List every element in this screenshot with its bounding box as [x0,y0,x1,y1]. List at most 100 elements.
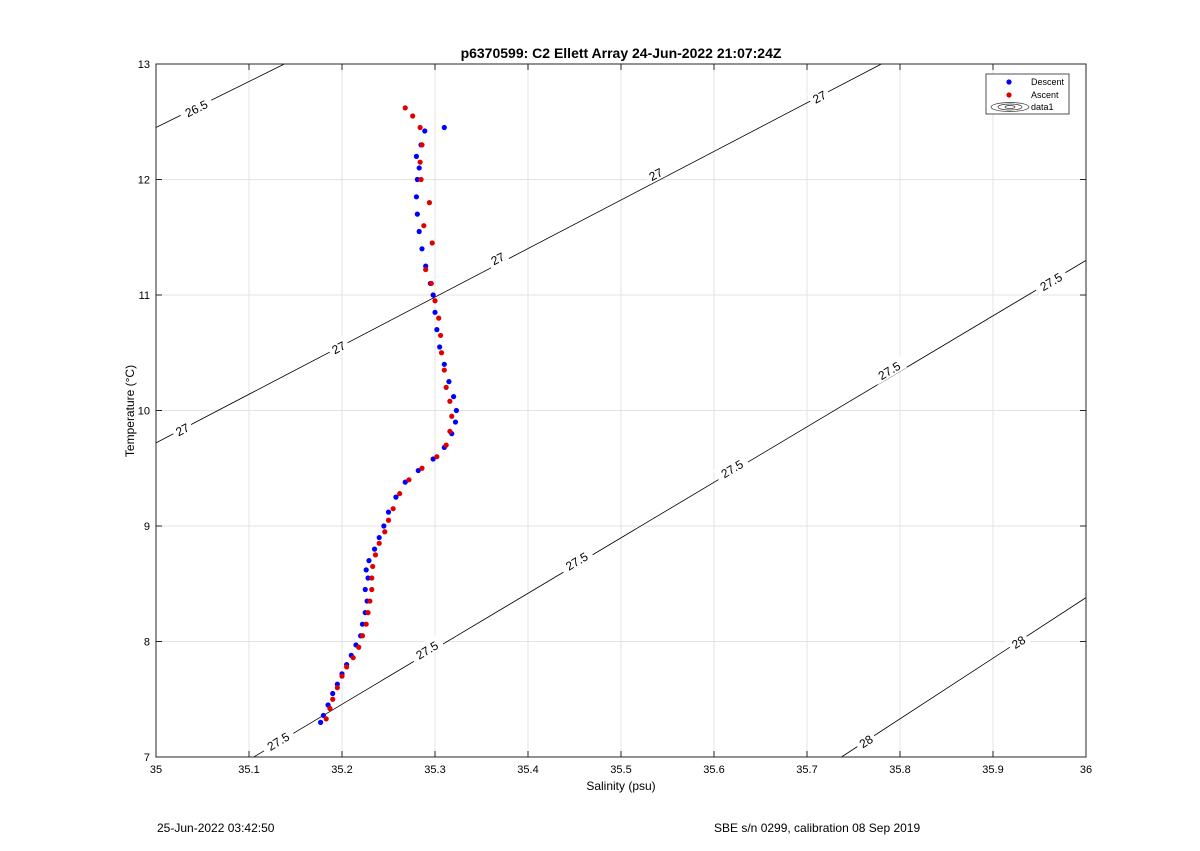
ascent-point [428,280,434,287]
isopycnal-label-bg [484,246,510,269]
ascent-point [449,413,455,419]
ascent-point [356,644,362,650]
ascent-point [330,696,336,702]
ascent-point [390,506,396,512]
isopycnal-label-text: 27 [330,338,349,357]
isopycnal-label-bg [557,545,595,576]
isopycnal-label-text: 27 [173,420,192,439]
y-tick-label: 10 [138,406,150,418]
x-tick-label: 35.1 [238,764,259,776]
isopycnal-label-bg [1005,629,1031,653]
isopycnal-label: 27 [325,335,351,358]
ascent-point [385,517,392,523]
isopycnal-label-bg [169,417,195,440]
ascent-point [436,315,442,321]
footer-calibration: SBE s/n 0299, calibration 08 Sep 2019 [714,821,921,835]
isopycnal-label: 27.5 [870,354,908,385]
isopycnal-label-text: 27 [810,88,829,107]
ascent-point [417,124,423,131]
ascent-point [365,610,371,616]
ascent-point [369,575,375,581]
descent-point [441,361,447,367]
legend-ascent-marker [1006,92,1012,98]
ascent-point [441,367,447,373]
x-tick-label: 35.3 [424,764,445,776]
ascent-point [382,529,388,535]
descent-point [434,327,440,333]
isopycnal-label-bg [325,335,351,358]
x-tick-label: 35.9 [982,764,1003,776]
x-tick-label: 35.8 [889,764,910,776]
y-tick-label: 12 [138,175,150,187]
descent-point [416,228,422,235]
isopycnal-line [841,597,1087,758]
ascent-point [426,200,433,206]
ascent-point [447,398,453,404]
ascent-point [418,176,424,183]
ascent-point [443,442,449,448]
axis-ticks: 35 35.1 35.2 35.3 35.4 35.5 35.6 35.7 35.8 35.9 36… [138,59,1092,776]
descent-point [371,546,378,552]
x-tick-label: 35.4 [517,764,538,776]
ascent-point [372,552,379,558]
ascent-point [402,105,408,111]
descent-point [415,467,421,474]
ascent-point [344,664,350,670]
isopycnal-label-bg [806,84,832,108]
descent-point [419,246,425,252]
descent-point [422,128,428,134]
ascent-point [363,621,369,627]
isopycnal-label-text: 27 [489,249,508,268]
isopycnal-label-text: 27 [647,165,666,184]
descent-point [414,211,420,217]
descent-point [430,456,436,462]
legend-box [985,73,1070,115]
isopycnal-line [253,260,1087,758]
descent-point [414,176,420,183]
isopycnal-label-bg [852,728,878,753]
descent-point [432,309,438,315]
isopycnal-label-bg [712,452,750,483]
y-tick-label: 7 [144,752,150,764]
descent-point [363,567,369,573]
chart-title: p6370599: C2 Ellett Array 24-Jun-2022 21… [461,45,782,61]
isopycnal-label-bg [259,725,297,756]
ascent-point [359,633,366,639]
descent-point [366,558,372,564]
ascent-point [327,705,333,712]
isopycnal-label: 27.5 [407,634,445,665]
descent-point [441,124,447,131]
legend-data1-label: data1 [1031,102,1054,112]
footer-timestamp: 25-Jun-2022 03:42:50 [157,821,275,835]
legend: Descent Ascent data1 [985,73,1070,115]
isopycnal-contours: 26.5 27 27 27 27 27 27.5 27.5 27.5 27.5 27.5 27.5 28… [155,63,1087,758]
descent-point [453,407,459,414]
ascent-point [443,384,449,390]
x-tick-label: 35.2 [331,764,352,776]
data-points [318,105,459,725]
isopycnal-line [155,63,882,444]
ascent-point [438,350,445,356]
ascent-point [419,465,425,471]
isopycnal-label-bg [407,634,445,665]
isopycnal-label: 27 [484,246,510,269]
ascent-point [410,113,416,119]
legend-ascent-label: Ascent [1031,90,1059,100]
descent-point [362,586,368,593]
isopycnal-label: 27.5 [557,545,595,576]
ascent-point [429,240,435,246]
x-tick-label: 35 [150,764,162,776]
descent-point [437,344,443,350]
isopycnal-label-bg [870,354,908,385]
legend-contour-icon [990,102,1030,112]
ascent-point [370,563,376,570]
descent-point [393,494,399,500]
y-tick-label: 13 [138,59,150,71]
y-axis-label: Temperature (°C) [123,365,137,457]
descent-point [330,690,336,697]
ascent-point [421,223,427,229]
ascent-point [447,428,453,434]
ascent-point [339,673,345,679]
ascent-point [423,266,429,273]
